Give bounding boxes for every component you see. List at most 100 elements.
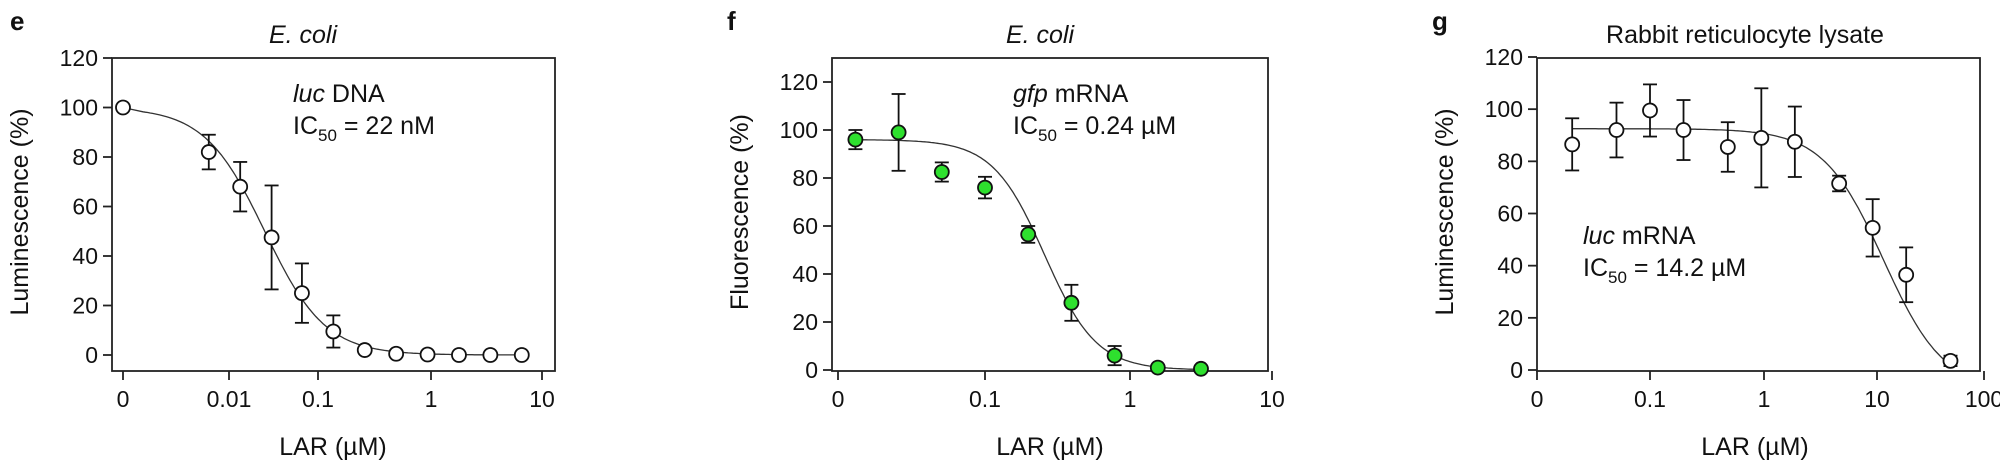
- x-tick-label: 10: [529, 386, 555, 412]
- marker: [232, 178, 249, 195]
- marker: [977, 179, 993, 196]
- data-point: [1149, 359, 1166, 376]
- data-point: [1608, 101, 1625, 159]
- ic50-value: 14.2 µM: [1655, 254, 1746, 282]
- fit-curve: [855, 139, 1201, 371]
- y-tick-label: 80: [1497, 148, 1523, 174]
- y-tick-label: 20: [72, 293, 98, 319]
- data-point: [847, 129, 864, 151]
- marker: [1063, 294, 1080, 311]
- data-points-group: [1564, 83, 1959, 369]
- marker: [356, 342, 373, 358]
- x-tick-label: 0.1: [969, 386, 1001, 412]
- data-point: [890, 93, 907, 172]
- chart-title: E. coli: [269, 21, 339, 49]
- panel-letter: e: [10, 6, 24, 36]
- marker: [1942, 352, 1959, 369]
- ic50-subscript: 50: [318, 126, 337, 145]
- marker: [482, 347, 499, 363]
- panel-f: f E. coli 0 20 40 60 80 100 120 0 0.1 1 10 LAR (µM…: [726, 6, 1285, 461]
- gene-name: luc: [293, 80, 325, 108]
- y-tick-label: 0: [85, 342, 98, 368]
- data-point: [513, 347, 530, 363]
- x-tick-label: 1: [1758, 386, 1771, 412]
- marker: [1675, 122, 1692, 138]
- y-tick-label: 120: [1485, 44, 1523, 70]
- molecule-type: mRNA: [1055, 80, 1129, 108]
- y-axis-label: Fluorescence (%): [726, 114, 754, 310]
- x-tick-label: 1: [425, 386, 438, 412]
- panel-g: g Rabbit reticulocyte lysate 02040608010…: [1431, 6, 2000, 461]
- data-point: [1864, 198, 1881, 258]
- x-tick-label: 0: [1531, 386, 1544, 412]
- ic50-annotation-line1: gfp mRNA: [1013, 80, 1129, 108]
- data-point: [115, 99, 131, 116]
- gene-name: luc: [1583, 222, 1615, 250]
- x-axis-label: LAR (µM): [1701, 433, 1808, 461]
- data-point: [1642, 83, 1658, 138]
- y-tick-label: 100: [1485, 96, 1523, 122]
- y-tick-label: 60: [792, 213, 818, 239]
- data-point: [482, 347, 499, 363]
- marker: [1608, 122, 1625, 138]
- data-point: [1106, 345, 1123, 367]
- ic50-annotation-line2: IC50 = 14.2 µM: [1583, 254, 1746, 287]
- marker: [1193, 360, 1209, 377]
- y-tick-label: 0: [805, 357, 818, 383]
- ic50-label: IC: [293, 112, 318, 140]
- data-point: [1719, 121, 1736, 173]
- data-point: [294, 262, 310, 324]
- data-point: [1831, 174, 1848, 193]
- x-tick-label: 0.01: [207, 386, 252, 412]
- marker: [200, 144, 217, 160]
- x-axis-label: LAR (µM): [996, 433, 1103, 461]
- ic50-subscript: 50: [1038, 126, 1057, 145]
- data-point: [325, 314, 342, 349]
- marker: [847, 131, 864, 148]
- data-point: [1193, 360, 1209, 377]
- panel-letter: g: [1432, 6, 1448, 36]
- marker: [513, 347, 530, 363]
- marker: [1719, 139, 1736, 155]
- ic50-label: IC: [1583, 254, 1608, 282]
- ic50-annotation-line1: luc mRNA: [1583, 222, 1696, 250]
- plot-frame: [831, 57, 1269, 372]
- data-point: [1063, 283, 1080, 322]
- panel-e: e E. coli 0 20 40 60 80 100 120 0 0.01 0.1 1 10 LAR…: [6, 6, 556, 461]
- ic50-equals: =: [1057, 112, 1086, 140]
- x-tick-label: 0: [832, 386, 845, 412]
- marker: [1642, 102, 1658, 119]
- y-tick-label: 120: [780, 69, 818, 95]
- data-point: [933, 161, 950, 183]
- data-point: [1898, 246, 1915, 304]
- marker: [419, 346, 436, 363]
- data-point: [1020, 225, 1037, 244]
- ticks-group: 0 20 40 60 80 100 120 0 0.1 1 10 100: [1485, 44, 2000, 412]
- x-tick-label: 100: [1965, 386, 2000, 412]
- data-points-group: [847, 93, 1209, 377]
- plot-frame: [1536, 57, 1981, 372]
- y-axis-label: Luminescence (%): [1431, 108, 1459, 315]
- data-point: [356, 342, 373, 358]
- y-tick-label: 40: [72, 243, 98, 269]
- plot-frame: [111, 57, 556, 372]
- ic50-annotation-line1: luc DNA: [293, 80, 385, 108]
- ticks-group: 0 20 40 60 80 100 120 0 0.01 0.1 1 10: [60, 45, 555, 412]
- data-point: [263, 184, 280, 291]
- molecule-type: mRNA: [1622, 222, 1696, 250]
- marker: [1753, 129, 1770, 146]
- marker: [1149, 359, 1166, 376]
- gene-name: gfp: [1013, 80, 1048, 108]
- panel-letter: f: [727, 6, 736, 36]
- marker: [1564, 136, 1581, 153]
- ic50-value: 0.24 µM: [1085, 112, 1176, 140]
- ticks-group: 0 20 40 60 80 100 120 0 0.1 1 10: [780, 69, 1285, 412]
- data-point: [1564, 117, 1581, 172]
- ic50-annotation-line2: IC50 = 0.24 µM: [1013, 112, 1176, 145]
- annotation-space: [1615, 222, 1622, 250]
- y-tick-label: 100: [780, 117, 818, 143]
- x-tick-label: 0.1: [1634, 386, 1666, 412]
- marker: [1898, 266, 1915, 283]
- y-tick-label: 20: [1497, 305, 1523, 331]
